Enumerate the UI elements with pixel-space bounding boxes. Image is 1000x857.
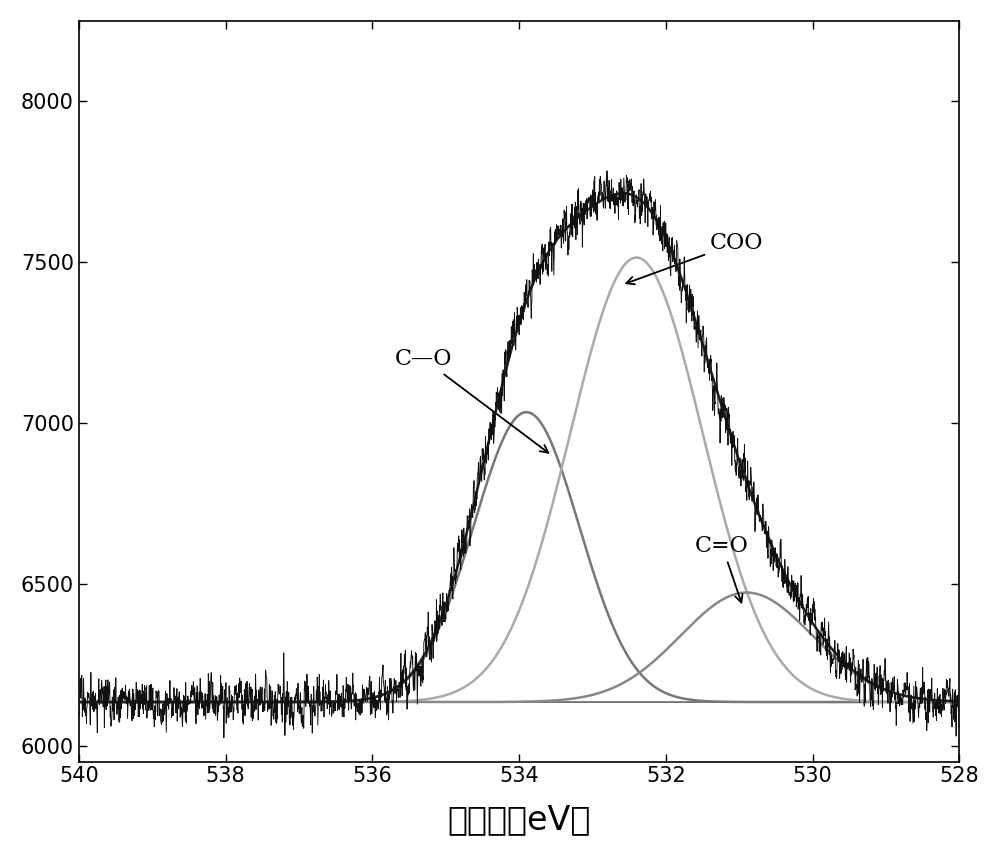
Text: C—O: C—O [395, 348, 548, 452]
Text: COO: COO [626, 232, 763, 285]
X-axis label: 结合能（eV）: 结合能（eV） [447, 803, 591, 836]
Text: C=O: C=O [695, 535, 749, 602]
